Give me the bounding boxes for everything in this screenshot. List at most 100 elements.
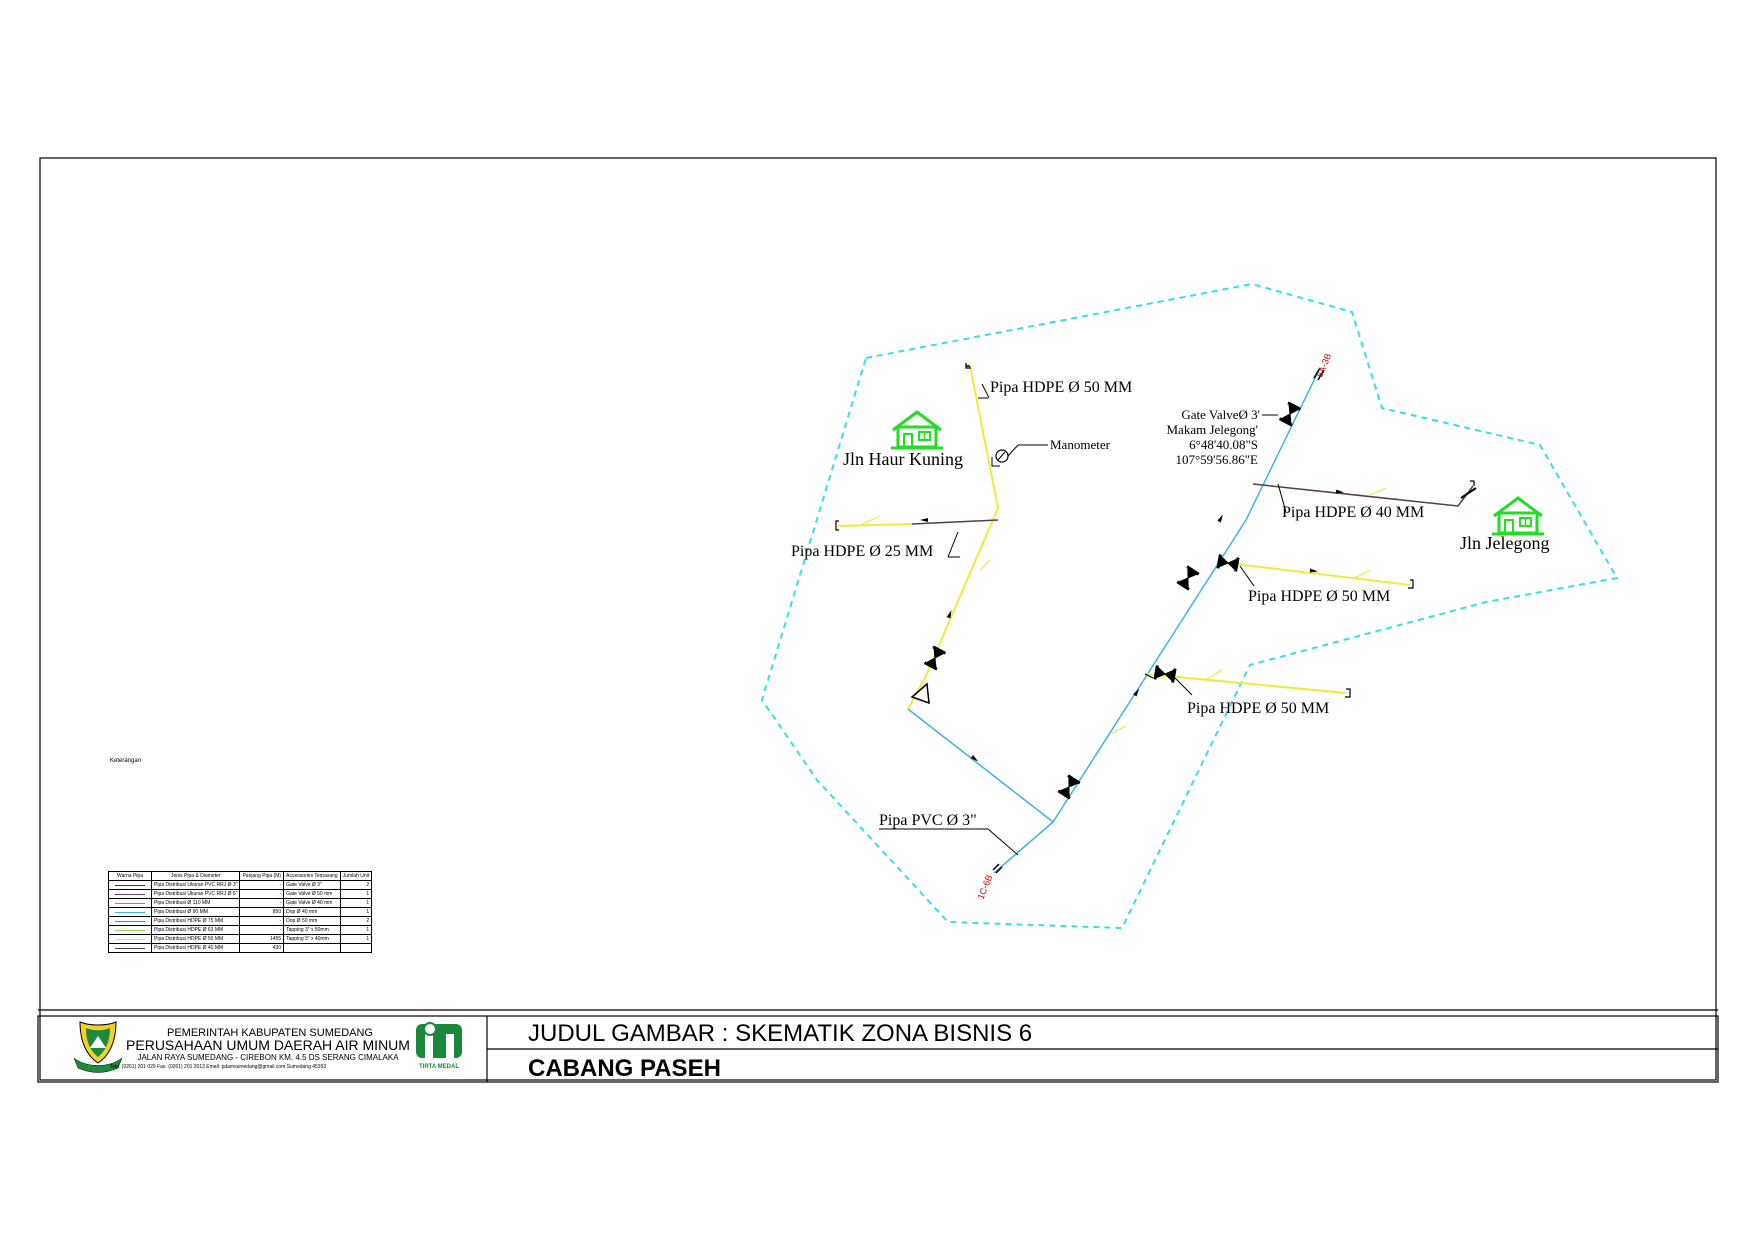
label-jln-haur-kuning: Jln Haur Kuning	[843, 449, 963, 469]
label-pipa-hdpe-25: Pipa HDPE Ø 25 MM	[791, 543, 933, 560]
gov-name: PEMERINTAH KABUPATEN SUMEDANG	[167, 1027, 373, 1039]
legend-swatch-cell	[108, 943, 152, 953]
legend-pipe-type: Pipa Distribusi HDPE Ø 63 MM	[150, 925, 241, 935]
label-gate-valve-2: Makam Jelegong'	[1166, 422, 1258, 437]
gate-valve-icon	[1056, 774, 1082, 800]
label-pipa-hdpe-50-top: Pipa HDPE Ø 50 MM	[990, 379, 1132, 396]
legend-qty: 1	[339, 934, 373, 944]
label-pipa-hdpe-50-low: Pipa HDPE Ø 50 MM	[1187, 700, 1329, 717]
label-pipa-hdpe-50-mid: Pipa HDPE Ø 50 MM	[1248, 588, 1390, 605]
branch-name: CABANG PASEH	[528, 1055, 721, 1082]
legend-pipe-length: -	[239, 916, 285, 926]
hdpe25-branch-dark	[911, 519, 999, 525]
legend-qty: 2	[339, 916, 373, 926]
legend-pipe-type: Pipa Distribusi Ø 90 MM	[150, 907, 241, 917]
legend-pipe-type: Pipa Distribusi HDPE Ø 75 MM	[150, 916, 241, 926]
legend-swatch-cell	[108, 934, 152, 944]
legend-accessory	[283, 943, 341, 953]
legend-row: Pipa Distribusi HDPE Ø 63 MM - Tapping 3" …	[108, 925, 373, 935]
legend-pipe-length: -	[239, 889, 285, 899]
legend-pipe-type: Pipa Distribusi HDPE Ø 50 MM	[150, 934, 241, 944]
legend-accessory: Gate Valve Ø 3"	[283, 880, 341, 890]
company-contact: Telp. (0261) 201 029 Fax. (0261) 201 201…	[110, 1064, 327, 1070]
legend-color-swatch	[115, 920, 145, 922]
legend-accessory: Gate Valve Ø 40 mm	[283, 898, 341, 908]
gate-valve-icon	[1175, 565, 1201, 591]
legend-row: Pipa Distribusi HDPE Ø 40 MM 430	[108, 943, 373, 953]
legend-color-swatch	[115, 938, 145, 940]
legend-swatch-cell	[108, 880, 152, 890]
legend-row: Pipa Distribusi Ø 90 MM 850 Dop Ø 40 mm 1	[108, 907, 373, 917]
legend-swatch-cell	[108, 889, 152, 899]
government-logo	[73, 1021, 123, 1073]
legend-pipe-length: -	[239, 898, 285, 908]
legend-header-row: Warna Pipa Jenis Pipa & Diameter Panjang…	[108, 871, 373, 881]
legend-color-swatch	[115, 929, 145, 931]
legend-color-swatch	[115, 884, 145, 886]
legend-pipe-type: Pipa Distribusi Ø 110 MM	[150, 898, 241, 908]
legend-accessory: Tapping 3" x 50mm	[283, 925, 341, 935]
label-pipa-pvc-3: Pipa PVC Ø 3"	[879, 812, 977, 829]
legend-row: Pipa Distribusi HDPE Ø 75 MM - Dop Ø 50 mm…	[108, 916, 373, 926]
legend-pipe-length: -	[239, 880, 285, 890]
pump-icon	[910, 682, 930, 705]
legend-swatch-cell	[108, 907, 152, 917]
legend-qty: 1	[339, 925, 373, 935]
gate-valve-icon	[1153, 664, 1177, 684]
legend-pipe-length: 430	[239, 943, 285, 953]
hdpe50-mid-branch	[1227, 562, 1411, 586]
label-gate-valve-1: Gate ValveØ 3'	[1181, 407, 1260, 422]
legend-swatch-cell	[108, 925, 152, 935]
tirta-medal-logo	[416, 1022, 462, 1058]
legend-pipe-length: 850	[239, 907, 285, 917]
legend-qty: 1	[339, 898, 373, 908]
legend-header: Warna Pipa	[108, 871, 152, 881]
legend-accessory: Dop Ø 50 mm	[283, 916, 341, 926]
legend-header: Jumlah Unit	[339, 871, 373, 881]
legend-caption: Keterangan	[110, 758, 142, 764]
zone-boundary	[760, 282, 1619, 930]
company-name: PERUSAHAAN UMUM DAERAH AIR MINUM	[126, 1037, 410, 1053]
legend-row: Pipa Distribusi HDPE Ø 50 MM 1455 Tapping …	[108, 934, 373, 944]
hdpe50-west-line	[907, 365, 1000, 710]
gate-valve-icon	[923, 645, 947, 671]
hdpe40-branch	[1252, 483, 1474, 507]
legend-color-swatch	[115, 947, 145, 949]
legend-qty: 2	[339, 880, 373, 890]
label-pipa-hdpe-40: Pipa HDPE Ø 40 MM	[1282, 504, 1424, 521]
legend-color-swatch	[115, 911, 145, 913]
legend-pipe-type: Pipa Distribusi Ukuran PVC RRJ Ø 3"	[150, 880, 241, 890]
legend-swatch-cell	[108, 898, 152, 908]
legend-accessory: Gate Valve Ø 50 mm	[283, 889, 341, 899]
legend-pipe-type: Pipa Distribusi Ukuran PVC RRJ Ø 6"	[150, 889, 241, 899]
legend-qty: 1	[339, 889, 373, 899]
brand-name: TIRTA MEDAL	[419, 1064, 459, 1070]
legend-qty	[339, 943, 373, 953]
legend-header: Panjang Pipa (M)	[239, 871, 285, 881]
legend-pipe-length: 1455	[239, 934, 285, 944]
legend-swatch-cell	[108, 916, 152, 926]
label-jln-jelegong: Jln Jelegong	[1460, 533, 1550, 553]
pvc-branch-line	[993, 821, 1054, 874]
label-node-top: 6A-3B	[1315, 352, 1334, 379]
house-icon	[1490, 496, 1546, 536]
legend-pipe-length: -	[239, 925, 285, 935]
label-node-bottom: 1C-6B	[976, 873, 995, 900]
flow-arrow-icon	[920, 518, 928, 522]
hdpe25-branch	[837, 523, 913, 527]
legend-header: Jenis Pipa & Diameter	[150, 871, 241, 881]
flow-arrow-icon	[1217, 513, 1225, 523]
legend-color-swatch	[115, 902, 145, 904]
hdpe50-low-branch	[1144, 673, 1347, 694]
pvc-main-line	[907, 371, 1319, 824]
gate-valve-icon	[1216, 553, 1240, 573]
legend-qty: 1	[339, 907, 373, 917]
legend-header: Accessories Terpasang	[283, 871, 341, 881]
company-address: JALAN RAYA SUMEDANG - CIREBON KM. 4.5 DS…	[137, 1053, 399, 1062]
label-manometer: Manometer	[1050, 437, 1111, 452]
legend-row: Pipa Distribusi Ukuran PVC RRJ Ø 6" - Gate…	[108, 889, 373, 899]
legend-accessory: Dop Ø 40 mm	[283, 907, 341, 917]
drawing-title: JUDUL GAMBAR : SKEMATIK ZONA BISNIS 6	[528, 1020, 1032, 1047]
house-icon	[889, 410, 945, 450]
legend-table: Warna Pipa Jenis Pipa & Diameter Panjang…	[108, 871, 373, 953]
